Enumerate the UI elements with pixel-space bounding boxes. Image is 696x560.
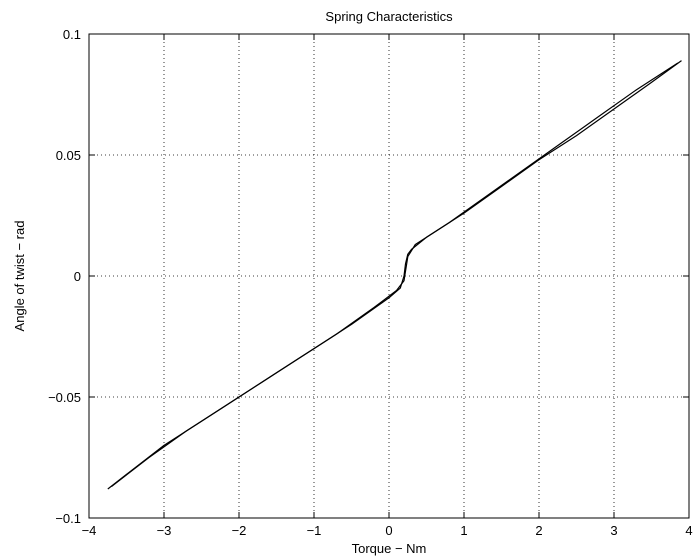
x-tick-labels: −4 −3 −2 −1 0 1 2 3 4: [82, 523, 693, 538]
grid: [89, 34, 689, 518]
y-tick-labels: −0.1 −0.05 0 0.05 0.1: [48, 27, 81, 526]
y-tick-label: −0.1: [55, 511, 81, 526]
x-tick-label: 4: [685, 523, 692, 538]
y-axis-label: Angle of twist − rad: [12, 221, 27, 332]
x-tick-label: 1: [460, 523, 467, 538]
ticks: [88, 33, 690, 519]
series-group: [107, 60, 682, 490]
y-tick-label: 0.05: [56, 148, 81, 163]
y-tick-label: −0.05: [48, 390, 81, 405]
x-tick-label: 2: [535, 523, 542, 538]
x-tick-label: −2: [232, 523, 247, 538]
x-tick-label: −3: [157, 523, 172, 538]
x-tick-label: 3: [610, 523, 617, 538]
x-tick-label: −1: [307, 523, 322, 538]
x-tick-label: 0: [385, 523, 392, 538]
y-tick-label: 0: [74, 269, 81, 284]
x-axis-label: Torque − Nm: [352, 541, 427, 556]
y-tick-label: 0.1: [63, 27, 81, 42]
series-line-2: [111, 62, 679, 487]
chart-title: Spring Characteristics: [325, 9, 453, 24]
x-tick-label: −4: [82, 523, 97, 538]
